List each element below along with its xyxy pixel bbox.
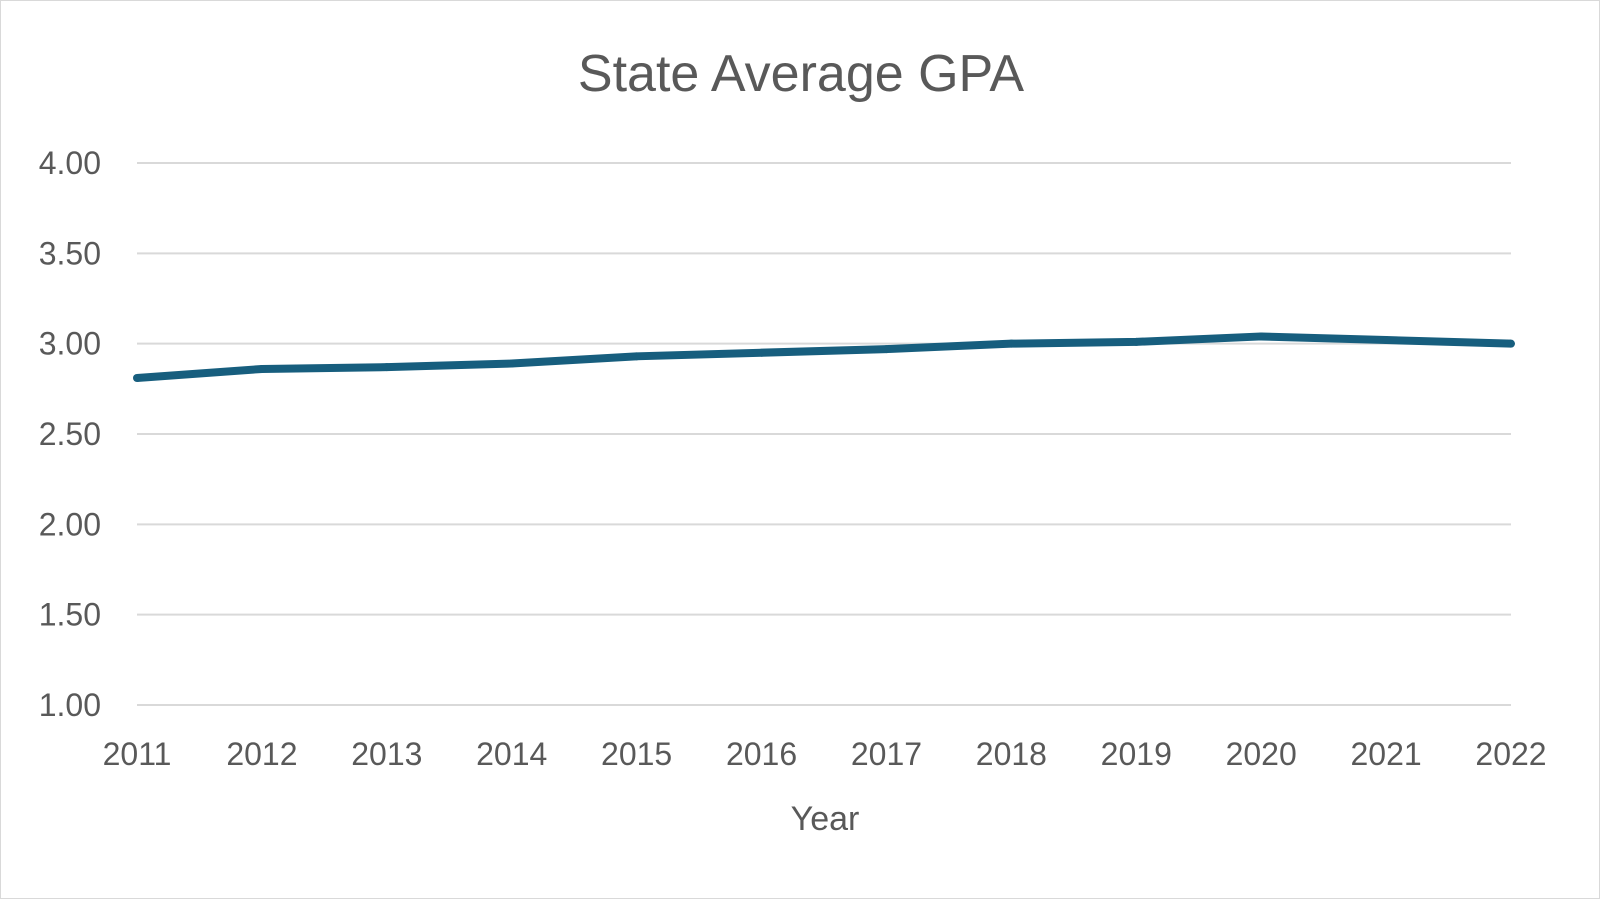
data-point bbox=[1257, 332, 1266, 341]
x-axis-title: Year bbox=[791, 800, 860, 838]
data-point bbox=[1007, 339, 1016, 348]
x-tick-label: 2022 bbox=[1475, 736, 1546, 772]
data-point bbox=[257, 364, 266, 373]
y-tick-label: 4.00 bbox=[39, 145, 101, 181]
x-tick-label: 2021 bbox=[1350, 736, 1421, 772]
data-point bbox=[1132, 337, 1141, 346]
data-point bbox=[507, 359, 516, 368]
data-point bbox=[382, 363, 391, 372]
y-tick-label: 3.50 bbox=[39, 235, 101, 271]
x-tick-label: 2012 bbox=[226, 736, 297, 772]
x-tick-label: 2011 bbox=[103, 736, 172, 772]
gridlines bbox=[137, 162, 1511, 706]
data-point bbox=[133, 373, 141, 382]
y-tick-label: 1.50 bbox=[39, 597, 101, 633]
data-point bbox=[1382, 336, 1391, 345]
x-tick-label: 2013 bbox=[351, 736, 422, 772]
data-point bbox=[1507, 339, 1515, 348]
chart-title: State Average GPA bbox=[578, 45, 1024, 103]
series-line bbox=[136, 332, 1512, 382]
x-tick-label: 2020 bbox=[1226, 736, 1297, 772]
x-tick-label: 2014 bbox=[476, 736, 547, 772]
x-tick-label: 2017 bbox=[851, 736, 922, 772]
x-tick-label: 2019 bbox=[1101, 736, 1172, 772]
x-axis-tick-labels: 2011 2012 2013 2014 2015 2016 2017 2018 2019 2020… bbox=[103, 736, 1547, 772]
x-tick-label: 2018 bbox=[976, 736, 1047, 772]
data-point bbox=[757, 348, 766, 357]
y-tick-label: 2.50 bbox=[39, 416, 101, 452]
x-tick-label: 2015 bbox=[601, 736, 672, 772]
series-layer bbox=[133, 332, 1515, 382]
y-axis-tick-labels: 1.00 1.50 2.00 2.50 3.00 3.50 4.00 bbox=[39, 145, 101, 723]
y-tick-label: 3.00 bbox=[39, 326, 101, 362]
y-tick-label: 2.00 bbox=[39, 506, 101, 542]
data-point bbox=[882, 345, 891, 354]
y-tick-label: 1.00 bbox=[39, 687, 101, 723]
data-point bbox=[632, 352, 641, 361]
x-tick-label: 2016 bbox=[726, 736, 797, 772]
